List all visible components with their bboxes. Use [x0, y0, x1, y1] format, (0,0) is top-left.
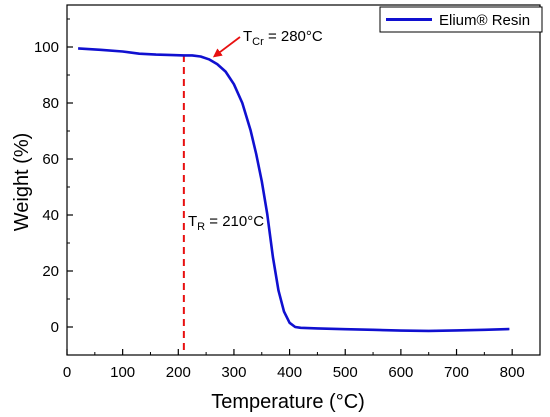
axes: 0 100 200 300 400 500 600 700 800 0 20 40 60 80 100 [34, 4, 541, 381]
tcr-value: = 280°C [264, 28, 323, 45]
y-tick-label: 60 [42, 151, 59, 168]
x-tick-label: 300 [221, 364, 246, 381]
tr-symbol: T [188, 213, 197, 230]
tr-subscript: R [197, 221, 205, 233]
svg-text:TR = 210°C: TR = 210°C [188, 213, 264, 233]
legend-label: Elium® Resin [439, 12, 530, 29]
series-line [78, 47, 510, 333]
tcr-subscript: Cr [252, 36, 264, 48]
x-axis-label: Temperature (°C) [211, 391, 365, 413]
y-tick-label: 100 [34, 39, 59, 56]
x-tick-label: 0 [63, 364, 71, 381]
x-tick-label: 800 [500, 364, 525, 381]
y-tick-label: 40 [42, 207, 59, 224]
tr-annotation: TR = 210°C [188, 213, 264, 233]
x-tick-label: 200 [166, 364, 191, 381]
x-tick-label: 700 [444, 364, 469, 381]
tcr-symbol: T [243, 28, 252, 45]
tr-value: = 210°C [205, 213, 264, 230]
y-tick-label: 80 [42, 95, 59, 112]
y-tick-label: 20 [42, 263, 59, 280]
y-axis-label: Weight (%) [11, 133, 33, 232]
tcr-annotation: TCr = 280°C [212, 28, 323, 58]
svg-text:TCr = 280°C: TCr = 280°C [243, 28, 323, 48]
x-tick-label: 500 [333, 364, 358, 381]
series-group [78, 47, 510, 333]
plot-frame [66, 4, 541, 356]
y-tick-label: 0 [51, 319, 59, 336]
x-tick-label: 400 [277, 364, 302, 381]
legend: Elium® Resin [379, 6, 543, 33]
x-tick-label: 600 [388, 364, 413, 381]
x-tick-label: 100 [110, 364, 135, 381]
tcr-arrow [212, 36, 241, 58]
